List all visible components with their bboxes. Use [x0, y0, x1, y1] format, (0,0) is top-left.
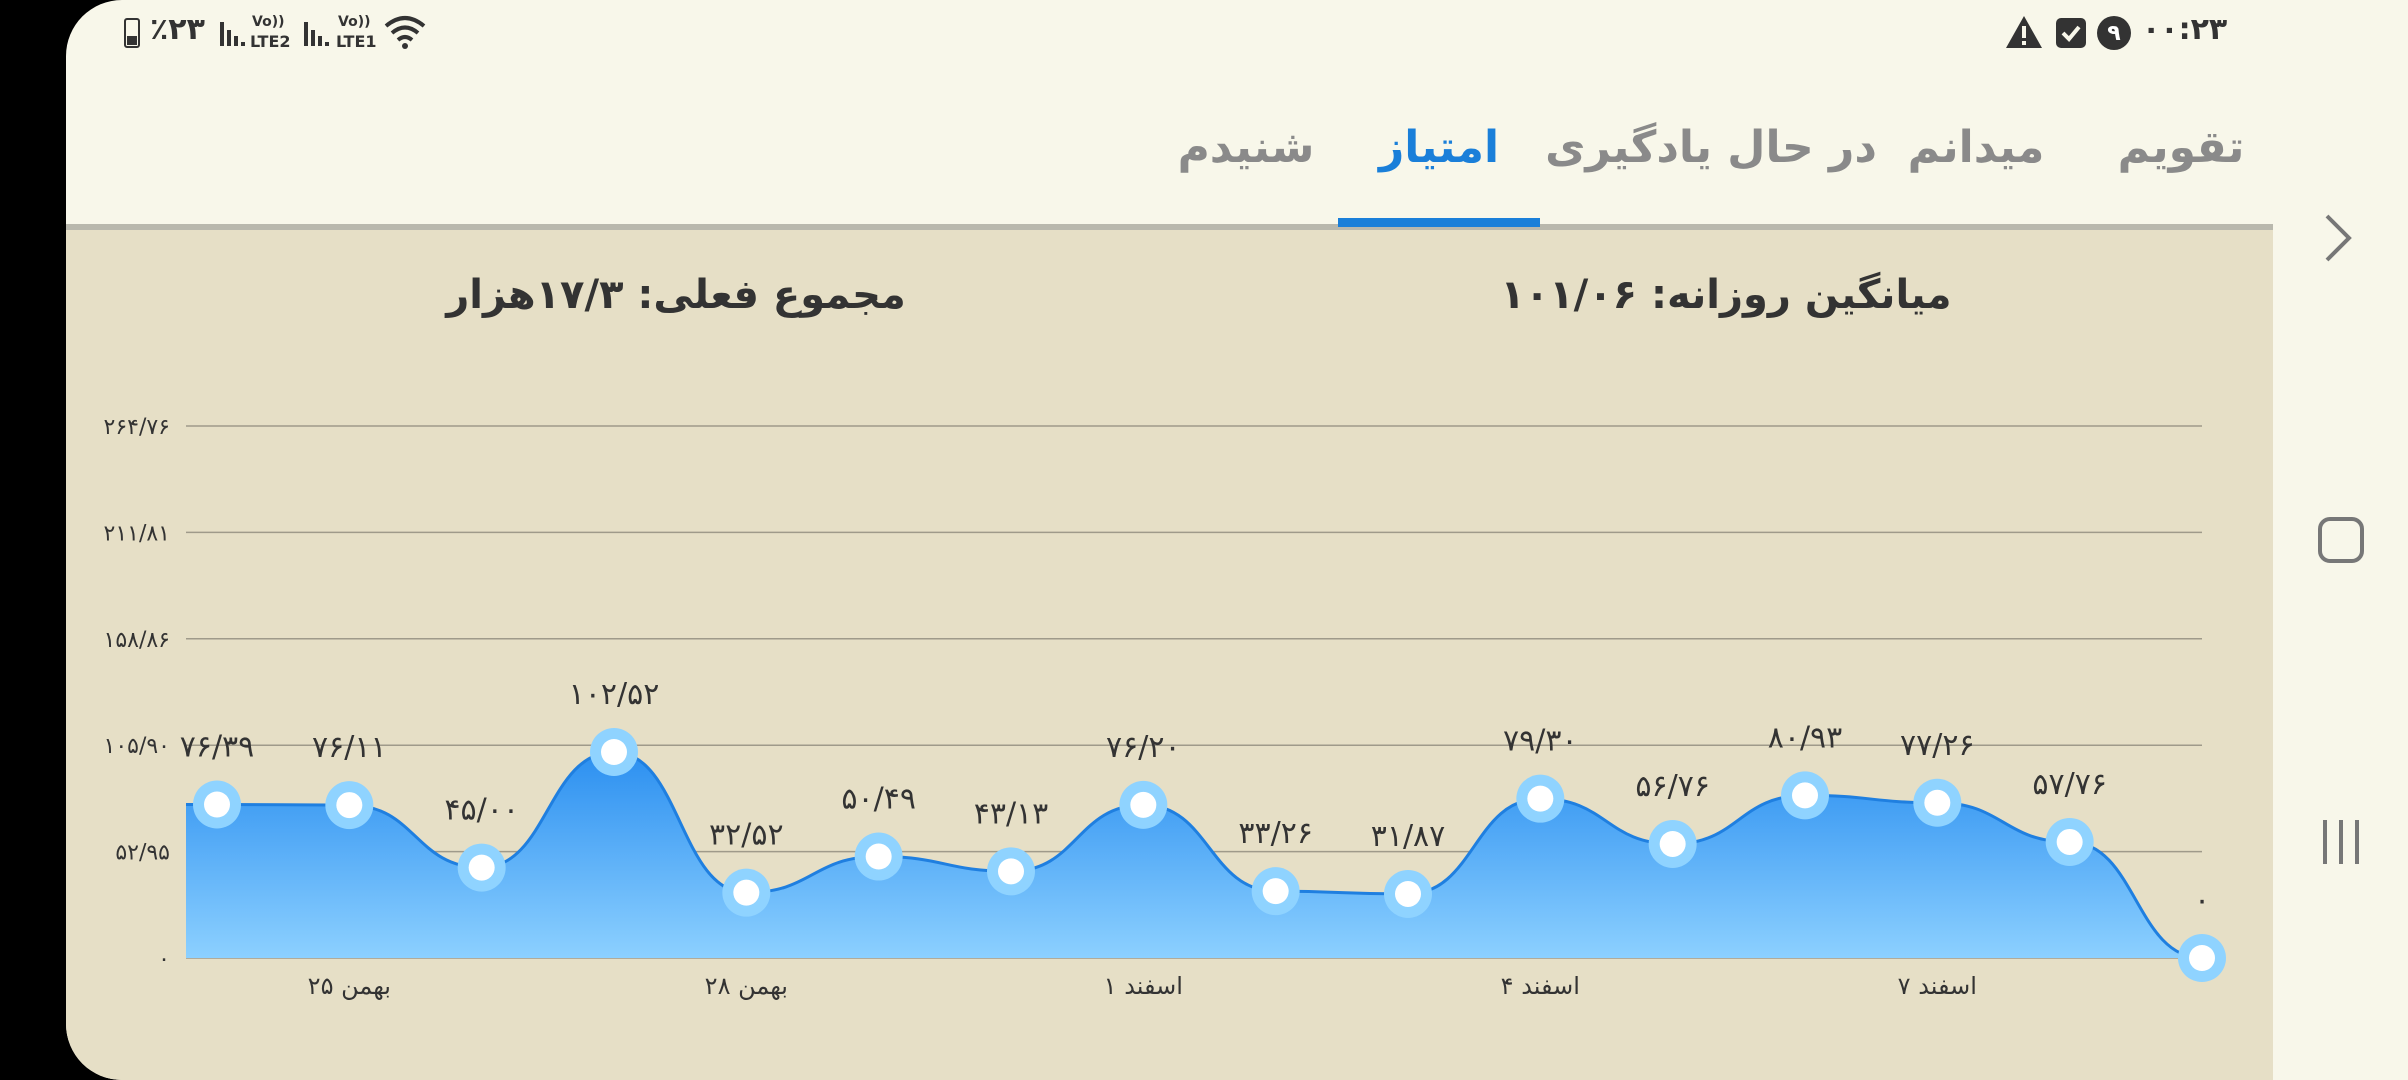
- x-tick-label: ۲۵ بهمن: [308, 972, 391, 1000]
- data-point: [2189, 945, 2215, 971]
- data-label: ۳۲/۵۲: [709, 818, 784, 853]
- data-label: ۵۰/۴۹: [841, 782, 916, 817]
- x-tick-label: ۲۸ بهمن: [705, 972, 788, 1000]
- tab-label: امتیاز: [1378, 122, 1500, 173]
- wifi-icon: [382, 14, 428, 54]
- data-label: ۴۳/۱۳: [974, 796, 1049, 831]
- tab-learning[interactable]: در حال یادگیری: [1545, 92, 1877, 228]
- notification-count: ۹: [2107, 20, 2121, 46]
- system-nav-bar: [2273, 0, 2408, 1080]
- data-label: ۷۶/۱۱: [312, 730, 387, 765]
- y-tick-label: ۲۶۴/۷۶: [104, 415, 171, 440]
- x-tick-label: ۱ اسفند: [1104, 972, 1183, 1000]
- tab-label: در حال یادگیری: [1545, 122, 1877, 173]
- y-tick-label: ۲۱۱/۸۱: [104, 521, 171, 546]
- y-tick-label: ۱۵۸/۸۶: [104, 628, 171, 653]
- data-point: [1792, 782, 1818, 809]
- data-label: ۴۵/۰۰: [444, 793, 519, 828]
- signal-icon-sim2: [218, 18, 248, 52]
- data-point: [733, 879, 760, 906]
- data-label: ۵۷/۷۶: [2032, 767, 2107, 802]
- data-label: ۳۱/۸۷: [1371, 819, 1446, 854]
- data-point: [1659, 830, 1686, 857]
- volte-label-1: Vo)): [338, 14, 371, 30]
- data-point: [998, 858, 1024, 885]
- lte2-label: LTE2: [250, 32, 291, 51]
- chevron-right-icon[interactable]: [2319, 212, 2355, 268]
- data-point: [468, 854, 495, 881]
- tab-calendar[interactable]: تقویم: [2106, 92, 2256, 228]
- data-point: [1395, 880, 1421, 907]
- data-label: ۱۰۲/۵۲: [569, 677, 660, 712]
- app-screen: ۰۰:۲۳ ۹ ٪۲۳ Vo)) LTE2 Vo)) LTE1 تقویم می…: [66, 0, 2273, 1080]
- series-area: [186, 751, 2202, 958]
- clock: ۰۰:۲۳: [2142, 12, 2228, 47]
- tab-divider: [66, 224, 2273, 230]
- home-square-icon[interactable]: [2317, 516, 2365, 568]
- tab-label: شنیدم: [1177, 122, 1315, 173]
- y-tick-label: ۰: [158, 947, 170, 972]
- data-point: [204, 791, 230, 818]
- data-label: ۵۶/۷۶: [1635, 769, 1710, 804]
- status-bar: ۰۰:۲۳ ۹ ٪۲۳ Vo)) LTE2 Vo)) LTE1: [66, 0, 2273, 66]
- data-point: [1527, 785, 1554, 812]
- data-label: ۳۳/۲۶: [1238, 816, 1313, 851]
- tab-label: تقویم: [2117, 122, 2245, 173]
- data-point: [2056, 828, 2083, 855]
- tab-bar: تقویم میدانم در حال یادگیری امتیاز شنیدم: [66, 92, 2273, 228]
- x-tick-label: ۴ اسفند: [1501, 972, 1580, 1000]
- data-label: ۸۰/۹۳: [1768, 720, 1843, 755]
- score-chart: ۷۶/۳۹ ۷۶/۱۱ ۴۵/۰۰ ۱۰۲/۵۲ ۳۲/۵۲ ۵۰/۴۹ ۴۳/۱۳ ۷۶/۲…: [104, 415, 2226, 1000]
- data-label: ۷۹/۳۰: [1503, 724, 1578, 759]
- data-label: ۷۶/۲۰: [1106, 730, 1181, 765]
- tab-score[interactable]: امتیاز: [1338, 92, 1540, 228]
- volte-label-2: Vo)): [252, 14, 285, 30]
- data-label: ۷۷/۲۶: [1900, 728, 1975, 763]
- data-point: [865, 843, 892, 870]
- data-point: [601, 738, 627, 765]
- recents-icon[interactable]: [2317, 818, 2365, 870]
- data-point: [1262, 878, 1289, 905]
- daily-average: میانگین روزانه: ۱۰۱/۰۶: [1500, 272, 1952, 318]
- data-point: [1924, 789, 1951, 816]
- notification-count-badge: ۹: [2097, 16, 2131, 50]
- warning-icon: [2004, 14, 2044, 54]
- data-label: ۷۶/۳۹: [180, 730, 255, 765]
- score-panel: میانگین روزانه: ۱۰۱/۰۶ مجموع فعلی: ۱۷/۳ه…: [66, 230, 2273, 1080]
- x-tick-label: ۷ اسفند: [1898, 972, 1977, 1000]
- battery-icon: [124, 18, 140, 48]
- y-tick-label: ۵۲/۹۵: [115, 841, 170, 866]
- data-point: [336, 792, 363, 819]
- tab-heard[interactable]: شنیدم: [1166, 92, 1326, 228]
- tab-known[interactable]: میدانم: [1876, 92, 2076, 228]
- series-line: [186, 750, 2203, 960]
- current-total: مجموع فعلی: ۱۷/۳هزار: [446, 272, 906, 318]
- signal-icon-sim1: [302, 18, 332, 52]
- battery-percent: ٪۲۳: [150, 12, 205, 47]
- data-point: [1130, 791, 1157, 818]
- lte1-label: LTE1: [336, 32, 377, 51]
- checkbox-notification-icon: [2056, 18, 2086, 48]
- tab-label: میدانم: [1907, 122, 2045, 173]
- active-tab-indicator: [1338, 218, 1540, 227]
- data-label: ۰: [2194, 883, 2210, 918]
- y-tick-label: ۱۰۵/۹۰: [104, 734, 171, 759]
